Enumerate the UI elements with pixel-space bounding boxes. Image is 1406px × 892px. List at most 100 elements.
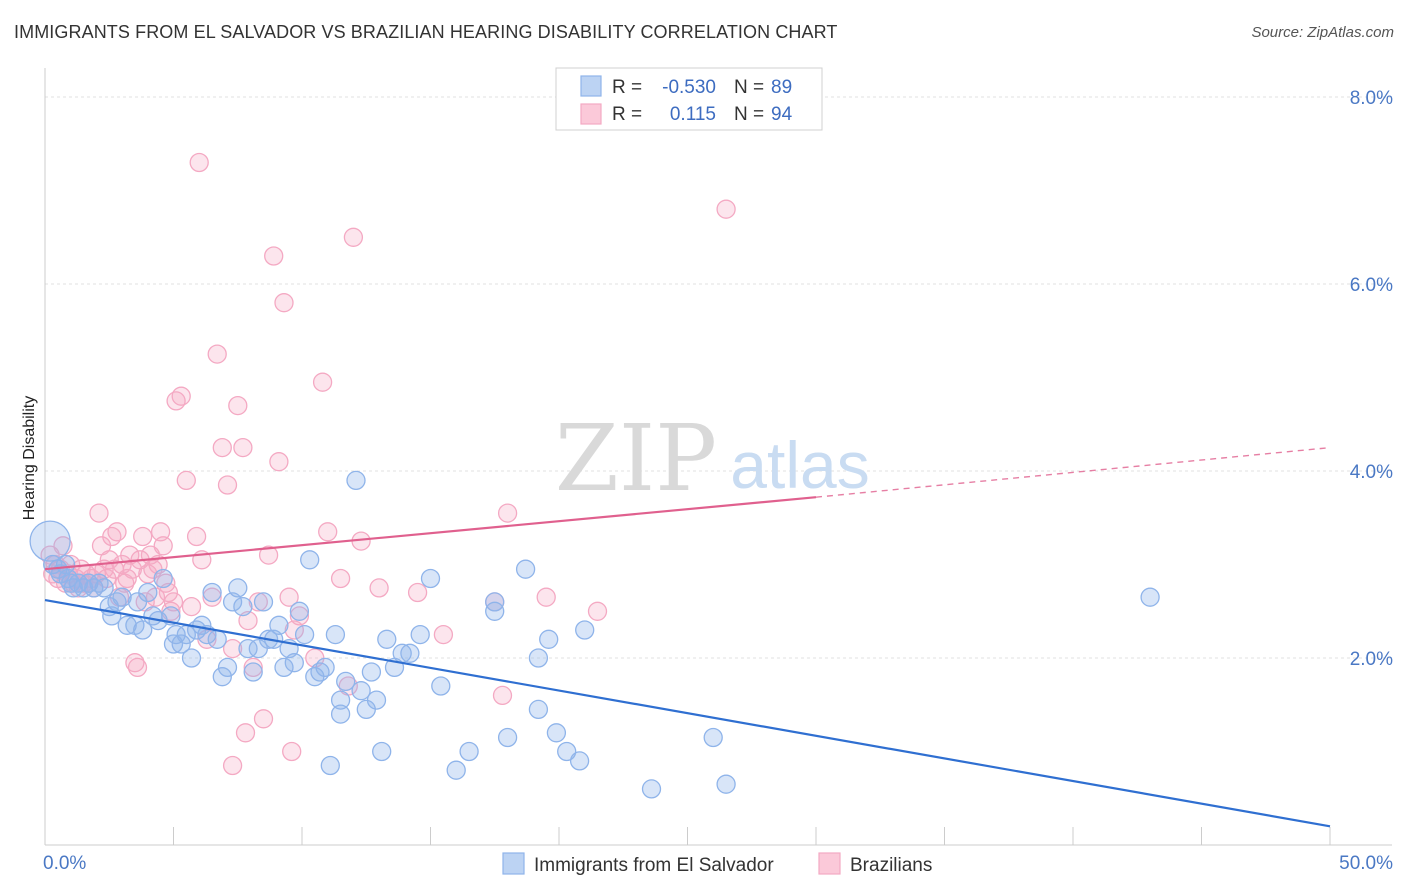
brazilian-point-85 [492, 685, 513, 706]
brazilian-point-81 [369, 578, 389, 598]
el-salvador-point-75 [459, 741, 479, 762]
brazilian-point-48 [163, 592, 184, 612]
x-tick-label-0: 0.0% [43, 853, 86, 874]
el-salvador-point-40 [233, 596, 253, 617]
watermark-atlas: atlas [730, 428, 869, 502]
brazilian-point-77 [330, 568, 351, 589]
trend-line-el-salvador [44, 598, 1331, 828]
brazilian-point-44 [153, 536, 173, 556]
el-salvador-point-83 [546, 723, 567, 743]
el-salvador-point-61 [346, 470, 366, 491]
el-salvador-point-39 [228, 578, 248, 598]
legend-n-label-2: N = [734, 104, 764, 125]
brazilian-point-61 [228, 395, 248, 416]
el-salvador-point-85 [569, 751, 590, 771]
el-salvador-point-56 [315, 657, 335, 678]
legend-r-value-1: -0.530 [662, 77, 716, 98]
brazilian-point-89 [716, 199, 736, 219]
brazilian-point-66 [253, 709, 274, 729]
el-salvador-point-50 [284, 653, 304, 673]
el-salvador-point-84 [557, 741, 577, 762]
bottom-legend-label-brazilians: Brazilians [850, 855, 932, 876]
el-salvador-point-80 [528, 699, 549, 720]
brazilian-point-88 [587, 601, 608, 621]
y-tick-label-0: 2.0% [1350, 649, 1393, 670]
el-salvador-point-78 [497, 727, 518, 748]
legend-n-value-1: 89 [771, 77, 792, 98]
legend-r-label-2: R = [612, 104, 642, 125]
el-salvador-point-65 [366, 690, 387, 710]
brazilian-point-64 [243, 657, 263, 678]
el-salvador-point-81 [528, 648, 549, 668]
brazilian-point-31 [120, 545, 140, 565]
legend-swatch-el-salvador [580, 75, 602, 97]
y-axis-label: Hearing Disability [21, 396, 38, 521]
brazilian-point-87 [536, 587, 556, 607]
brazilian-point-26 [107, 522, 127, 542]
el-salvador-point-21 [133, 620, 153, 640]
el-salvador-point-44 [253, 592, 274, 612]
tick-labels: 2.0% 4.0% 6.0% 8.0% 0.0% 50.0% [43, 88, 1393, 874]
brazilian-point-86 [497, 503, 518, 523]
watermark: ZIP atlas [555, 405, 870, 512]
el-salvador-point-82 [539, 629, 559, 649]
brazilian-point-75 [312, 372, 333, 392]
el-salvador-point-37 [217, 657, 238, 678]
brazilian-point-58 [212, 437, 232, 458]
x-tick-label-1: 50.0% [1339, 853, 1393, 874]
el-salvador-point-42 [243, 662, 263, 682]
source-credit: Source: ZipAtlas.com [1251, 24, 1394, 41]
el-salvador-point-66 [372, 741, 392, 762]
bottom-legend-swatch-el-salvador [502, 852, 525, 875]
el-salvador-point-13 [94, 578, 114, 598]
brazilian-point-71 [279, 587, 299, 607]
y-tick-label-3: 8.0% [1350, 88, 1393, 109]
brazilian-point-34 [127, 657, 148, 678]
el-salvador-point-86 [575, 620, 595, 640]
brazilian-point-83 [433, 624, 454, 645]
el-salvador-point-88 [703, 727, 723, 748]
bottom-legend: Immigrants from El Salvador Brazilians [502, 852, 932, 876]
el-salvador-point-60 [336, 671, 356, 692]
grid-lines [45, 96, 1392, 659]
brazilian-point-51 [176, 470, 196, 491]
brazilian-point-53 [186, 526, 207, 547]
el-salvador-point-70 [400, 643, 420, 663]
el-salvador-point-30 [181, 648, 202, 668]
el-salvador-point-4 [55, 554, 76, 575]
el-salvador-point-73 [431, 676, 451, 696]
y-tick-label-2: 6.0% [1350, 275, 1393, 296]
brazilian-point-59 [217, 475, 238, 495]
el-salvador-point-48 [274, 657, 294, 678]
el-salvador-point-74 [446, 760, 466, 780]
legend-n-value-2: 94 [771, 104, 793, 125]
el-salvador-point-52 [294, 624, 315, 645]
trend-line-brazilians-extension [815, 446, 1331, 498]
brazilian-point-57 [207, 344, 227, 364]
brazilian-point-56 [202, 587, 222, 607]
brazilian-point-60 [222, 638, 243, 659]
brazilian-point-73 [289, 606, 310, 626]
legend-r-value-2: 0.115 [670, 104, 716, 125]
el-salvador-point-77 [485, 601, 505, 621]
el-salvador-point-18 [117, 615, 137, 635]
brazilian-point-82 [407, 582, 428, 603]
legend-r-label-1: R = [612, 77, 642, 98]
brazilian-point-90 [189, 152, 209, 173]
el-salvador-point-36 [212, 667, 232, 687]
el-salvador-point-79 [515, 559, 536, 579]
brazilian-point-93 [282, 741, 302, 762]
brazilian-point-19 [89, 503, 109, 523]
brazilian-point-62 [233, 437, 253, 458]
trend-line-brazilians [44, 496, 817, 571]
brazilian-point-69 [269, 452, 289, 472]
el-salvador-point-57 [320, 755, 340, 776]
el-salvador-point-67 [377, 629, 397, 649]
el-salvador-point-71 [410, 624, 430, 645]
el-salvador-point-0 [29, 520, 71, 562]
el-salvador-point-28 [171, 634, 191, 654]
axes [44, 68, 1392, 846]
el-salvador-point-92 [163, 634, 184, 654]
bottom-legend-swatch-brazilians [818, 852, 841, 875]
